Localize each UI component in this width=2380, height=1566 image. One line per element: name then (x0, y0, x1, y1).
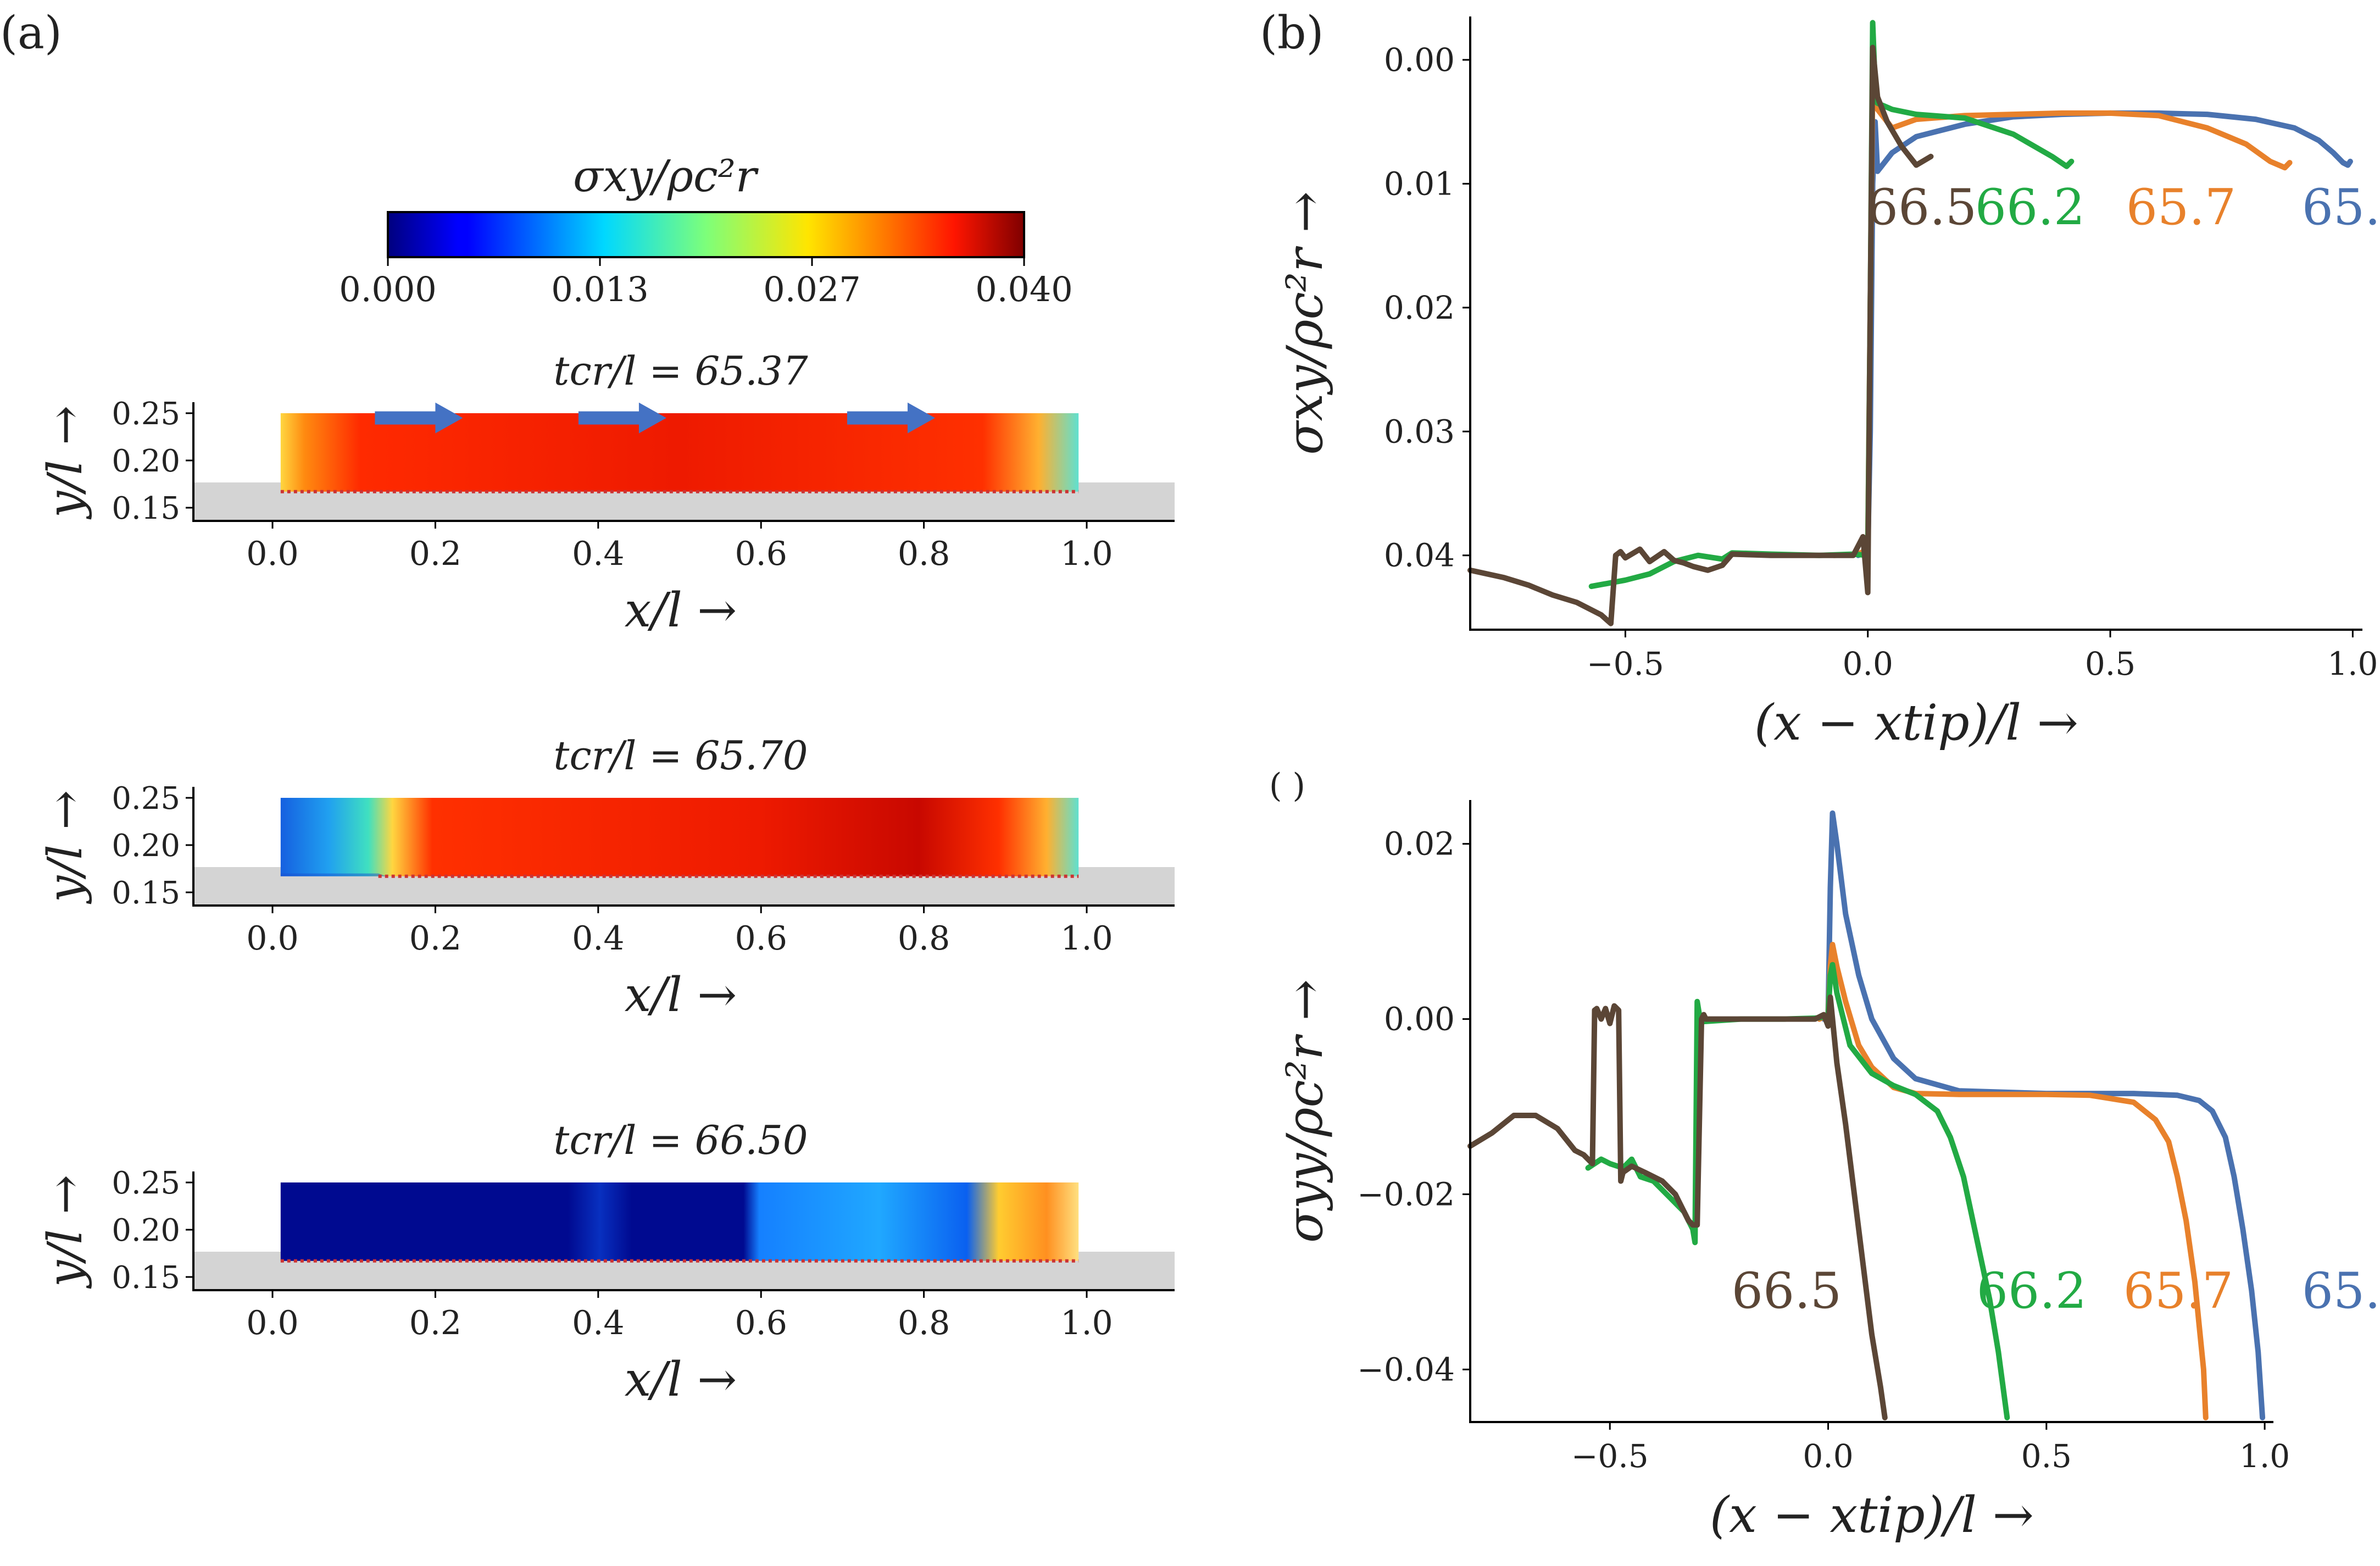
y-axis-label: σyy/ρc²r → (1276, 979, 1334, 1243)
y-axis-label: y/l → (38, 406, 93, 520)
colorbar-tick-label: 0.040 (975, 269, 1073, 309)
x-axis-label: (x − xtip)/l → (1710, 1486, 2034, 1544)
series-label: 66.5 (1732, 1262, 1842, 1320)
x-tick-label: 0.2 (409, 535, 461, 573)
snapshot-panel: tcr/l = 65.37 0.25 0.20 0.15 0.0 0.2 0.4 0.6 0.8… (38, 348, 1175, 638)
snapshot-panel: tcr/l = 66.50 0.25 0.20 0.15 0.0 0.2 0.4 0.6 0.8… (38, 1117, 1175, 1407)
y-tick-label: 0.04 (1384, 537, 1455, 574)
y-tick-label: 0.15 (112, 1260, 180, 1296)
y-tick-label: 0.20 (112, 443, 180, 479)
snapshot-panel: tcr/l = 65.70 0.25 0.20 0.15 0.0 0.2 0.4 0.6 0.8… (38, 732, 1175, 1023)
x-tick-label: 0.6 (735, 919, 787, 958)
y-tick-label: 0.20 (112, 1213, 180, 1248)
x-tick-label: 0.2 (409, 919, 461, 958)
colorbar-tick-label: 0.027 (763, 269, 861, 309)
x-tick-label: 0.0 (246, 919, 298, 958)
series-label: 65.3 (2302, 1262, 2380, 1320)
colorbar-tick-label: 0.000 (339, 269, 437, 309)
x-axis-label: x/l → (625, 968, 737, 1023)
y-tick-label: 0.15 (112, 491, 180, 526)
series-line-65-7 (1816, 942, 2209, 1420)
series-label: 65.3 (2302, 179, 2380, 236)
x-tick-label: 0.6 (735, 535, 787, 573)
motion-arrow (375, 402, 463, 434)
y-tick-label: 0.01 (1384, 165, 1455, 202)
colorbar-tick-label: 0.013 (551, 269, 649, 309)
colorbar: σxy/ρc²r 0.000 0.013 0.027 0.040 (339, 151, 1073, 309)
series-label: 66.2 (1977, 1262, 2087, 1320)
series-label: 66.5 (1867, 179, 1977, 236)
x-axis-label: x/l → (625, 583, 737, 638)
panel-label-c: ( ) (1269, 767, 1305, 805)
x-tick-label: −0.5 (1571, 1437, 1649, 1475)
x-tick-label: 0.4 (572, 535, 624, 573)
x-tick-label: 1.0 (2327, 645, 2378, 682)
y-tick-label: 0.00 (1384, 41, 1455, 79)
y-tick-label: 0.25 (112, 781, 180, 817)
motion-arrow (578, 402, 666, 434)
y-tick-label: 0.02 (1384, 289, 1455, 326)
x-tick-label: 0.8 (898, 1304, 950, 1342)
x-tick-label: 1.0 (2239, 1437, 2290, 1475)
x-tick-label: 1.0 (1060, 919, 1113, 958)
x-tick-label: 0.8 (898, 919, 950, 958)
x-tick-label: 0.0 (246, 1304, 298, 1342)
x-tick-label: 0.6 (735, 1304, 787, 1342)
motion-arrow (847, 402, 935, 434)
panel-label-a: (a) (0, 7, 62, 59)
x-tick-label: 0.0 (246, 535, 298, 573)
y-axis-label: y/l → (38, 790, 93, 904)
panel-label-b: (b) (1260, 7, 1324, 59)
series-label: 65.7 (2126, 179, 2236, 236)
x-tick-label: 1.0 (1060, 1304, 1113, 1342)
snapshot-title: tcr/l = 66.50 (553, 1117, 808, 1163)
x-tick-label: −0.5 (1587, 645, 1664, 682)
y-axis-label: σxy/ρc²r → (1276, 191, 1334, 455)
colorbar-ticks (387, 257, 1025, 266)
colorbar-gradient (387, 211, 1025, 258)
y-tick-label: 0.25 (112, 1165, 180, 1201)
x-tick-label: 0.2 (409, 1304, 461, 1342)
y-tick-label: 0.03 (1384, 413, 1455, 450)
colorbar-title: σxy/ρc²r (573, 151, 759, 202)
series-label: 66.2 (1975, 179, 2085, 236)
snapshot-panels: tcr/l = 65.37 0.25 0.20 0.15 0.0 0.2 0.4 0.6 0.8… (38, 348, 1175, 1407)
y-axis-label: y/l → (38, 1175, 93, 1289)
x-tick-label: 0.5 (2021, 1437, 2072, 1475)
stress-field (280, 413, 1079, 492)
series-line-65-7 (1831, 82, 2293, 558)
x-tick-label: 0.4 (572, 919, 624, 958)
chart-sigma-xy: 0.00 0.01 0.02 0.03 0.04 −0.5 0.0 0.5 1.0 (x − xt… (1276, 16, 2380, 752)
x-tick-label: 0.0 (1803, 1437, 1853, 1475)
series-label: 65.7 (2123, 1262, 2233, 1320)
x-axis-label: (x − xtip)/l → (1754, 694, 2078, 752)
y-tick-label: 0.20 (112, 828, 180, 864)
x-tick-label: 0.8 (898, 535, 950, 573)
x-tick-label: 0.0 (1843, 645, 1893, 682)
snapshot-title: tcr/l = 65.70 (553, 732, 808, 779)
x-tick-label: 0.5 (2085, 645, 2136, 682)
series-line-66-2 (1588, 20, 2075, 590)
snapshot-title: tcr/l = 65.37 (553, 348, 808, 394)
x-tick-label: 1.0 (1060, 535, 1113, 573)
y-tick-label: 0.15 (112, 875, 180, 911)
y-tick-label: −0.04 (1357, 1351, 1455, 1388)
x-tick-label: 0.4 (572, 1304, 624, 1342)
series-line-66-5 (1467, 45, 1934, 626)
chart-sigma-yy: 0.02 0.00 −0.02 −0.04 −0.5 0.0 0.5 1.0 (x − xtip… (1276, 800, 2380, 1544)
y-tick-label: −0.02 (1357, 1175, 1455, 1213)
detached-region (280, 873, 387, 876)
stress-field (280, 1182, 1079, 1261)
stress-field (280, 798, 1079, 876)
series-line-66-2 (1585, 962, 2010, 1420)
y-tick-label: 0.00 (1384, 1001, 1455, 1038)
x-axis-label: x/l → (625, 1352, 737, 1407)
y-tick-label: 0.25 (112, 396, 180, 432)
y-tick-label: 0.02 (1384, 825, 1455, 863)
series-line-66-5 (1467, 994, 1888, 1420)
